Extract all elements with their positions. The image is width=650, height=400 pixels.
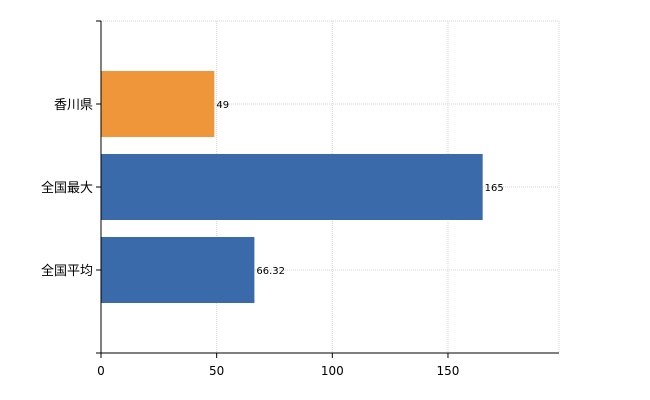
bar-0: [101, 71, 215, 137]
bar-1: [101, 154, 483, 220]
bar-2: [101, 237, 255, 303]
data-label-1: 165: [485, 183, 504, 194]
x-tick-label-1: 50: [209, 364, 224, 378]
y-tick-label-0: 香川県: [54, 98, 93, 113]
x-tick-label-3: 150: [437, 364, 460, 378]
x-tick-label-2: 100: [321, 364, 344, 378]
x-tick-label-0: 0: [97, 364, 105, 378]
data-label-2: 66.32: [256, 266, 285, 277]
bars: [101, 71, 483, 303]
data-label-0: 49: [216, 100, 229, 111]
data-labels: 49 165 66.32: [216, 100, 503, 277]
y-tick-label-1: 全国最大: [41, 180, 93, 196]
y-tick-label-2: 全国平均: [41, 263, 93, 279]
